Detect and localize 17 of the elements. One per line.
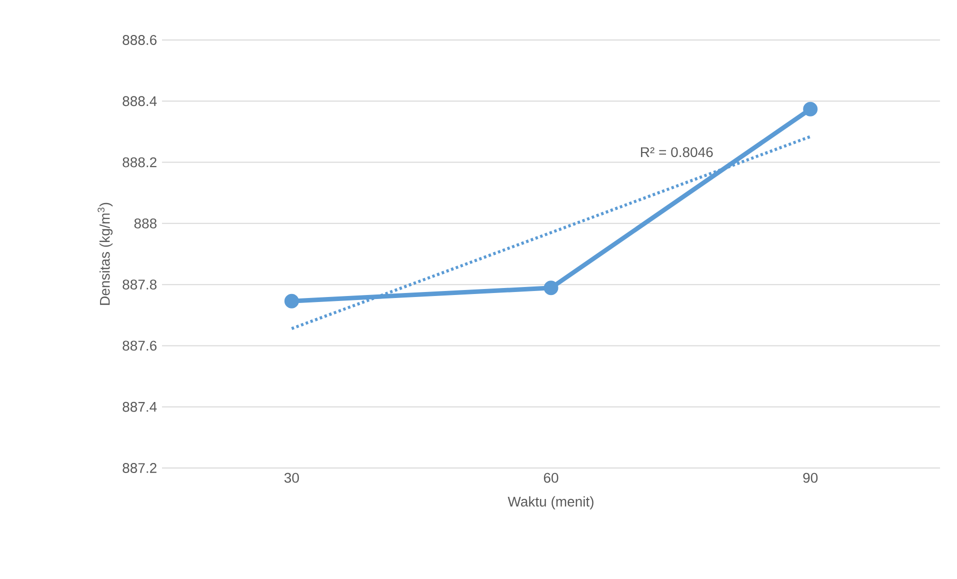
- point: [803, 102, 818, 116]
- x-tick-label: 90: [803, 472, 818, 483]
- point: [284, 294, 299, 308]
- y-tick-label: 887.2: [122, 463, 156, 473]
- x-tick-label: 60: [544, 472, 558, 483]
- point: [544, 280, 558, 296]
- y-tick-label: 888: [134, 218, 157, 228]
- y-tick-label: 887.8: [122, 280, 157, 290]
- y-tick-label: 887.6: [122, 340, 157, 351]
- y-tick-label: 887.4: [122, 402, 157, 412]
- x-tick-label: 30: [284, 472, 299, 483]
- y-tick-label: 888.4: [122, 96, 157, 106]
- y-tick-label: 888.6: [122, 35, 157, 45]
- annotation: R² = 0.8046: [641, 147, 713, 158]
- y-axis-title: Densitas (kg/m$^{3}$): [98, 202, 113, 305]
- x-axis-title: Waktu (menit): [508, 496, 594, 510]
- y-tick-label: 888.2: [122, 157, 156, 168]
